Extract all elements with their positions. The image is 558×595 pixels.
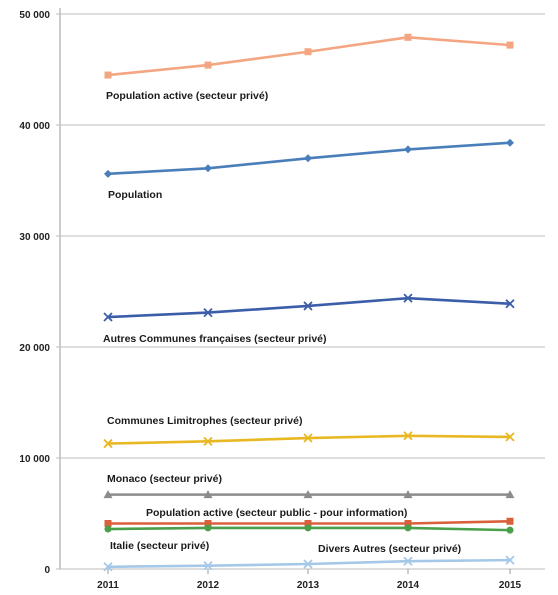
data-point-divers-autres [203, 561, 213, 571]
x-tick-label: 2015 [499, 580, 522, 591]
data-point-divers-autres [505, 555, 515, 565]
data-point-divers-autres [103, 562, 113, 572]
y-tick-label: 10 000 [19, 454, 50, 465]
x-tick-label: 2013 [297, 580, 320, 591]
data-point-pop-active-public [404, 519, 412, 527]
series-label-pop-active-prive: Population active (secteur privé) [106, 90, 268, 102]
y-tick-label: 0 [44, 565, 50, 576]
data-point-divers-autres [403, 556, 413, 566]
data-point-pop-active-prive [104, 71, 112, 79]
x-tick-label: 2011 [97, 580, 119, 591]
data-point-monaco [403, 490, 413, 499]
data-point-monaco [103, 490, 113, 499]
data-point-pop-active-prive [506, 41, 514, 49]
data-point-italie [304, 524, 312, 532]
data-point-autres-communes [505, 299, 515, 309]
series-line-pop-active-prive [106, 36, 512, 77]
y-tick-label: 50 000 [19, 10, 50, 21]
data-point-italie [506, 526, 514, 534]
x-tick-label: 2012 [197, 580, 220, 591]
data-point-monaco [203, 490, 213, 499]
y-tick-label: 40 000 [19, 121, 50, 132]
y-tick-label: 30 000 [19, 232, 50, 243]
data-point-pop-active-public [304, 519, 312, 527]
series-label-pop-active-public: Population active (secteur public - pour… [146, 507, 407, 519]
data-point-pop-active-prive [404, 33, 412, 41]
data-point-communes-limitrophes [103, 438, 113, 449]
y-tick-label: 20 000 [19, 343, 50, 354]
data-point-population [204, 164, 212, 173]
data-point-communes-limitrophes [403, 431, 413, 441]
series-label-divers-autres: Divers Autres (secteur privé) [318, 543, 461, 555]
data-point-divers-autres [303, 559, 313, 569]
data-point-population [304, 154, 312, 163]
data-point-italie [204, 524, 212, 532]
data-point-monaco [505, 490, 515, 499]
series-label-monaco: Monaco (secteur privé) [107, 473, 222, 485]
x-tick-label: 2014 [397, 580, 420, 591]
data-point-italie [104, 525, 112, 533]
series-label-italie: Italie (secteur privé) [110, 540, 209, 552]
series-label-communes-limitrophes: Communes Limitrophes (secteur privé) [107, 415, 302, 427]
data-point-pop-active-public [506, 517, 514, 525]
data-point-communes-limitrophes [203, 436, 213, 446]
data-point-population [404, 145, 412, 154]
series-label-autres-communes: Autres Communes françaises (secteur priv… [103, 333, 327, 345]
data-point-pop-active-public [104, 519, 112, 527]
series-label-population: Population [108, 189, 162, 201]
data-point-autres-communes [203, 307, 213, 318]
data-point-population [104, 169, 112, 178]
data-point-autres-communes [103, 312, 113, 322]
data-point-pop-active-prive [204, 61, 212, 69]
data-point-population [506, 138, 514, 147]
data-point-communes-limitrophes [505, 432, 515, 442]
data-point-italie [404, 524, 412, 532]
data-point-pop-active-prive [304, 48, 312, 56]
data-point-monaco [303, 490, 313, 499]
data-point-pop-active-public [204, 519, 212, 527]
data-point-autres-communes [303, 301, 313, 311]
data-point-communes-limitrophes [303, 433, 313, 443]
data-point-autres-communes [403, 293, 413, 303]
